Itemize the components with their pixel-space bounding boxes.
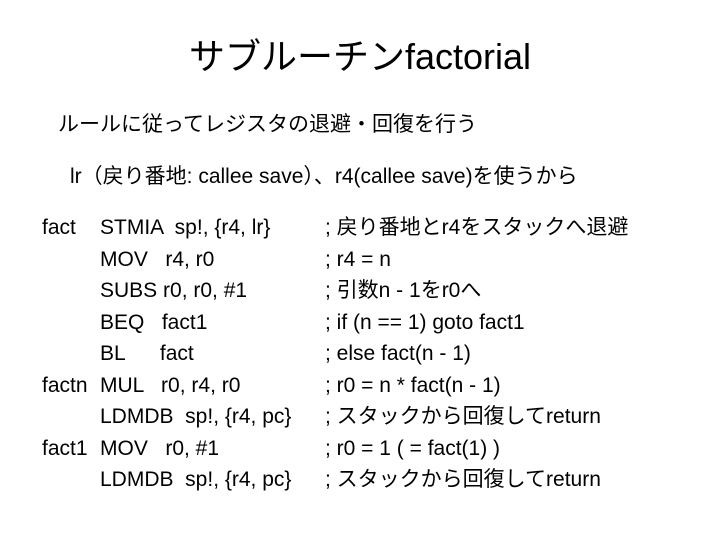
code-instr: MOV r4, r0 xyxy=(100,244,325,276)
note-text: lr（戻り番地: callee save）、r4(callee save)を使う… xyxy=(70,160,680,190)
code-row: BL fact ; else fact(n - 1) xyxy=(42,338,680,370)
code-comment: ; r0 = n * fact(n - 1) xyxy=(325,370,680,402)
code-row: fact STMIA sp!, {r4, lr} ; 戻り番地とr4をスタックへ… xyxy=(42,212,680,244)
code-label xyxy=(42,307,100,339)
code-comment: ; r4 = n xyxy=(325,244,680,276)
code-label xyxy=(42,244,100,276)
code-row: LDMDB sp!, {r4, pc} ; スタックから回復してreturn xyxy=(42,401,680,433)
code-row: LDMDB sp!, {r4, pc} ; スタックから回復してreturn xyxy=(42,464,680,496)
code-row: MOV r4, r0 ; r4 = n xyxy=(42,244,680,276)
code-row: factn MUL r0, r4, r0 ; r0 = n * fact(n -… xyxy=(42,370,680,402)
subtitle-text: ルールに従ってレジスタの退避・回復を行う xyxy=(58,108,680,138)
slide: サブルーチンfactorial ルールに従ってレジスタの退避・回復を行う lr（… xyxy=(0,0,720,540)
code-comment: ; スタックから回復してreturn xyxy=(325,464,680,496)
code-comment: ; r0 = 1 ( = fact(1) ) xyxy=(325,433,680,465)
code-instr: MUL r0, r4, r0 xyxy=(100,370,325,402)
code-label: factn xyxy=(42,370,100,402)
code-comment: ; if (n == 1) goto fact1 xyxy=(325,307,680,339)
code-label xyxy=(42,338,100,370)
code-instr: BL fact xyxy=(100,338,325,370)
code-comment: ; スタックから回復してreturn xyxy=(325,401,680,433)
code-comment: ; 戻り番地とr4をスタックへ退避 xyxy=(325,212,680,244)
code-instr: STMIA sp!, {r4, lr} xyxy=(100,212,325,244)
code-instr: SUBS r0, r0, #1 xyxy=(100,275,325,307)
code-row: BEQ fact1 ; if (n == 1) goto fact1 xyxy=(42,307,680,339)
code-label xyxy=(42,464,100,496)
code-comment: ; else fact(n - 1) xyxy=(325,338,680,370)
code-label xyxy=(42,401,100,433)
code-label xyxy=(42,275,100,307)
code-row: fact1 MOV r0, #1 ; r0 = 1 ( = fact(1) ) xyxy=(42,433,680,465)
code-row: SUBS r0, r0, #1 ; 引数n - 1をr0へ xyxy=(42,275,680,307)
code-block: fact STMIA sp!, {r4, lr} ; 戻り番地とr4をスタックへ… xyxy=(42,212,680,496)
code-label: fact xyxy=(42,212,100,244)
code-label: fact1 xyxy=(42,433,100,465)
code-instr: LDMDB sp!, {r4, pc} xyxy=(100,464,325,496)
page-title: サブルーチンfactorial xyxy=(40,28,680,80)
code-instr: LDMDB sp!, {r4, pc} xyxy=(100,401,325,433)
code-instr: BEQ fact1 xyxy=(100,307,325,339)
code-instr: MOV r0, #1 xyxy=(100,433,325,465)
code-comment: ; 引数n - 1をr0へ xyxy=(325,275,680,307)
